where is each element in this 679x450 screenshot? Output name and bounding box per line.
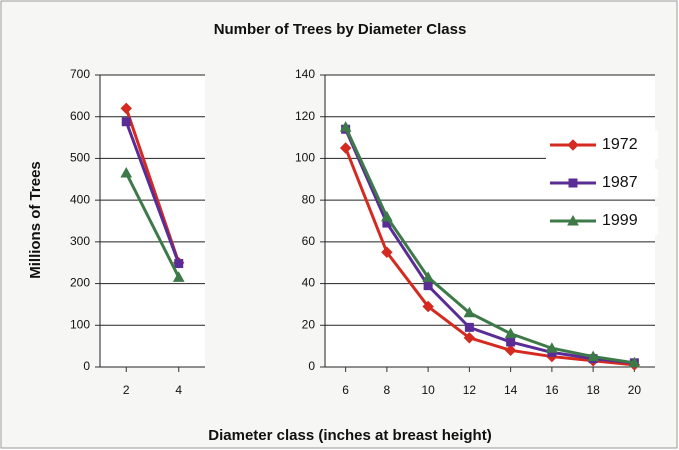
- marker: [628, 356, 641, 368]
- y-tick-label: 100: [70, 317, 90, 331]
- x-axis-label: Diameter class (inches at breast height): [208, 427, 491, 444]
- marker: [546, 342, 558, 353]
- y-tick-label: 500: [70, 151, 90, 165]
- marker: [381, 246, 393, 258]
- marker: [339, 142, 352, 154]
- y-tick-label: 80: [302, 192, 316, 206]
- marker: [121, 117, 131, 127]
- legend-marker: [567, 139, 579, 151]
- marker: [422, 300, 434, 313]
- series-line: [124, 121, 181, 265]
- y-axis-label: Millions of Trees: [27, 161, 44, 279]
- y-tick-label: 100: [295, 151, 315, 165]
- marker: [174, 259, 184, 269]
- marker: [504, 327, 517, 339]
- marker: [506, 337, 516, 347]
- legend-marker: [567, 214, 579, 226]
- series-line: [124, 172, 181, 278]
- series-line: [344, 128, 635, 365]
- chart-title: Number of Trees by Diameter Class: [214, 21, 467, 38]
- x-tick-label: 6: [342, 383, 349, 397]
- y-tick-label: 300: [70, 234, 90, 248]
- marker: [463, 306, 476, 318]
- marker: [381, 210, 393, 222]
- x-tick-label: 2: [123, 383, 130, 397]
- x-tick-label: 8: [384, 383, 391, 397]
- y-tick-label: 0: [83, 359, 90, 373]
- plot-area: [100, 75, 205, 367]
- y-tick-label: 60: [302, 234, 316, 248]
- marker: [172, 271, 185, 282]
- marker: [423, 281, 433, 291]
- y-tick-label: 20: [302, 317, 316, 331]
- marker: [463, 332, 476, 344]
- y-tick-label: 140: [295, 67, 315, 81]
- legend-label: 1972: [602, 136, 638, 153]
- legend-label: 1987: [602, 174, 638, 191]
- x-tick-label: 4: [175, 383, 182, 397]
- marker: [464, 322, 474, 332]
- x-tick-label: 20: [628, 383, 642, 397]
- series-line: [344, 126, 635, 365]
- y-tick-label: 400: [70, 192, 90, 206]
- x-tick-label: 16: [545, 383, 559, 397]
- x-tick-label: 18: [586, 383, 600, 397]
- marker: [339, 121, 352, 132]
- series-line: [344, 147, 635, 367]
- marker: [587, 350, 599, 362]
- legend-marker: [568, 178, 578, 188]
- y-tick-label: 700: [70, 67, 90, 81]
- marker: [120, 102, 132, 115]
- x-tick-label: 10: [421, 383, 435, 397]
- y-tick-label: 40: [302, 276, 316, 290]
- x-tick-label: 14: [504, 383, 518, 397]
- marker: [504, 344, 517, 357]
- y-tick-label: 120: [295, 109, 315, 123]
- marker: [422, 271, 434, 282]
- marker: [120, 166, 133, 178]
- x-tick-label: 12: [463, 383, 477, 397]
- legend-label: 1999: [602, 212, 638, 229]
- y-tick-label: 200: [70, 276, 90, 290]
- y-tick-label: 0: [308, 359, 315, 373]
- y-tick-label: 600: [70, 109, 90, 123]
